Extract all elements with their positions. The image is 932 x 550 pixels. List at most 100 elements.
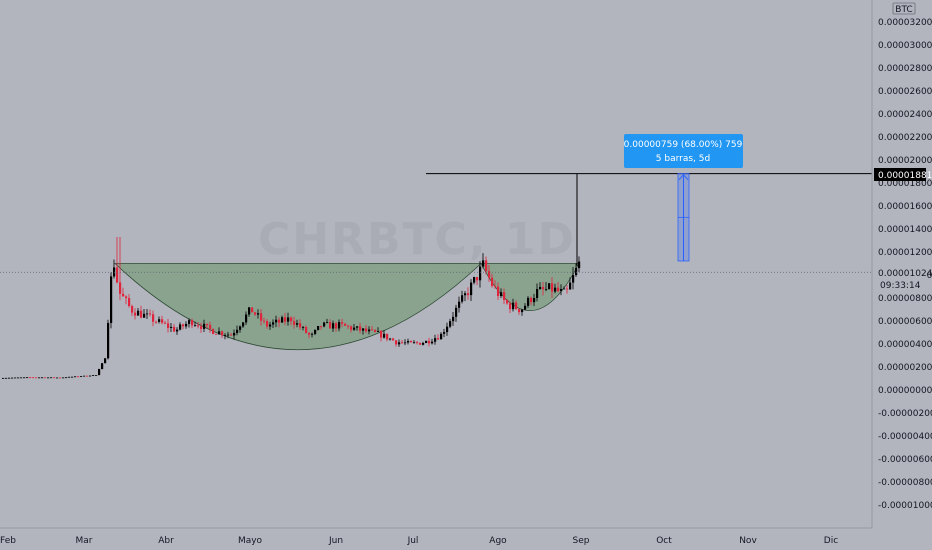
currency-badge-label: BTC: [895, 5, 912, 15]
candle: [425, 340, 428, 344]
candle: [233, 329, 236, 340]
candle: [107, 319, 110, 360]
candle-body: [128, 298, 131, 306]
candle-body: [119, 282, 122, 294]
candle: [173, 324, 176, 333]
measure-tooltip-box: [624, 134, 743, 168]
candle-body: [143, 313, 146, 318]
candle: [431, 338, 434, 345]
candle-body: [404, 342, 407, 344]
candle-body: [326, 322, 329, 323]
candle: [191, 318, 194, 329]
candle-body: [479, 266, 482, 281]
candle-body: [230, 334, 233, 336]
candle: [23, 377, 26, 379]
candle-body: [266, 321, 269, 327]
candle: [572, 267, 575, 290]
candle-body: [515, 302, 518, 310]
candle-body: [524, 305, 527, 310]
candle: [86, 375, 89, 377]
candle: [443, 328, 446, 338]
candle-body: [62, 377, 65, 379]
candle: [38, 377, 41, 379]
candle-body: [416, 342, 419, 344]
x-tick-label: Jun: [328, 536, 343, 546]
candle: [179, 322, 182, 331]
candle-body: [410, 340, 413, 343]
candle-body: [554, 287, 557, 292]
candle-body: [506, 300, 509, 304]
candle-body: [413, 342, 416, 344]
candle: [362, 328, 365, 335]
candle: [56, 377, 59, 379]
candle: [41, 377, 44, 379]
candle: [170, 323, 173, 333]
candle: [212, 328, 215, 335]
candle: [575, 263, 578, 277]
candle: [155, 320, 158, 324]
y-tick-label: 0.00000400: [878, 340, 932, 350]
y-tick-label: 0.00002600: [878, 87, 932, 97]
candle-body: [299, 323, 302, 328]
candle-body: [254, 312, 257, 315]
candle-body: [545, 288, 548, 290]
candle: [485, 256, 488, 275]
candle: [536, 283, 539, 302]
candle: [422, 341, 425, 346]
candle: [254, 311, 257, 316]
candle: [374, 329, 377, 333]
candle: [269, 321, 272, 330]
y-tick-label: 0.00001600: [878, 202, 932, 212]
candle-body: [176, 329, 179, 332]
candle-body: [95, 375, 98, 376]
candle: [302, 325, 305, 331]
candle-body: [182, 324, 185, 327]
x-tick-label: Abr: [158, 536, 174, 546]
candle-body: [362, 328, 365, 331]
candle-body: [107, 322, 110, 359]
candle: [383, 330, 386, 339]
candle-body: [68, 376, 71, 378]
candle: [488, 265, 491, 282]
candle-body: [74, 376, 77, 378]
candle: [260, 309, 263, 326]
candle-body: [374, 329, 377, 332]
candle: [140, 305, 143, 319]
candle: [143, 309, 146, 318]
x-tick-label: Dic: [824, 536, 838, 546]
candle: [518, 308, 521, 315]
candle: [308, 332, 311, 339]
candle: [14, 377, 17, 379]
candle-body: [329, 322, 332, 329]
candle: [275, 315, 278, 328]
candle-body: [80, 376, 83, 378]
candle-body: [467, 293, 470, 296]
candle-body: [245, 314, 248, 323]
candle: [524, 303, 527, 311]
y-tick-label: -0.00000600: [878, 455, 932, 465]
candle: [125, 295, 128, 305]
candle: [494, 280, 497, 289]
candle-body: [239, 326, 242, 330]
candle-body: [293, 321, 296, 325]
x-tick-label: Oct: [656, 536, 672, 546]
candle: [68, 376, 71, 378]
candle: [503, 288, 506, 305]
candle: [497, 282, 500, 300]
y-tick-label: 0.00000600: [878, 317, 932, 327]
cup-shape: [113, 263, 483, 351]
candle: [311, 332, 314, 338]
candle-body: [287, 317, 290, 322]
x-tick-label: Jul: [407, 536, 419, 546]
candle: [20, 377, 23, 379]
candle: [434, 334, 437, 345]
candle-body: [146, 313, 149, 315]
candle-body: [191, 320, 194, 326]
candle: [119, 237, 122, 301]
candle-body: [116, 267, 119, 283]
candle: [560, 284, 563, 296]
candle-body: [17, 377, 20, 379]
candle-body: [161, 319, 164, 323]
candle: [80, 376, 83, 378]
